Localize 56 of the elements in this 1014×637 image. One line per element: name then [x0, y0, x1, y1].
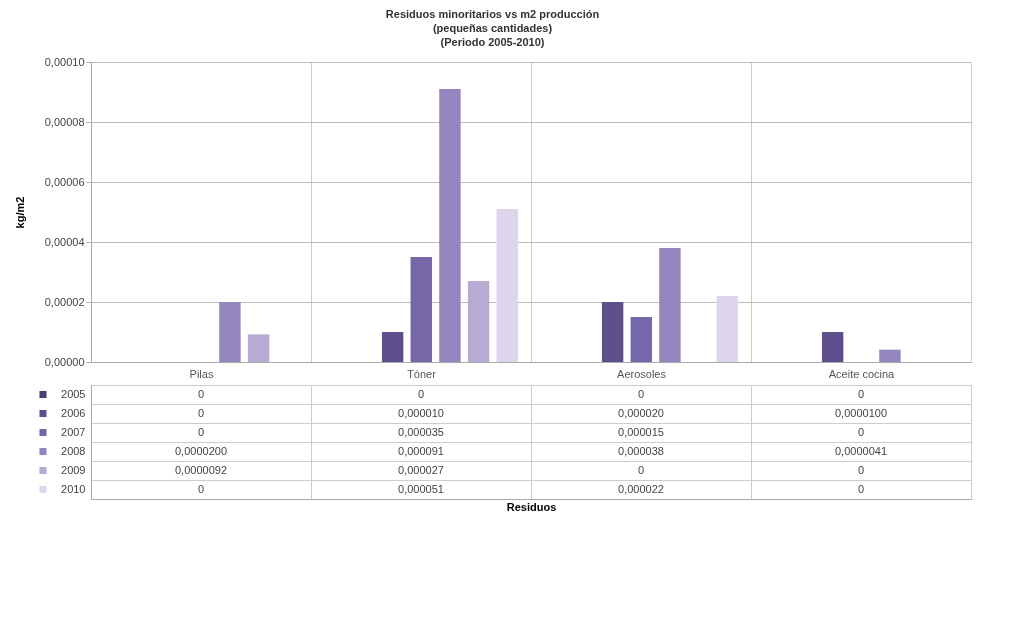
data-label: 0: [857, 482, 865, 495]
data-label: 0: [637, 387, 645, 400]
bar: [496, 209, 518, 362]
data-label: 0: [637, 463, 645, 476]
data-label: 0: [197, 406, 205, 419]
data-label: 0,0000041: [835, 444, 887, 457]
text: Residuos: [506, 500, 557, 513]
legend-label: 2008: [61, 445, 86, 457]
legend-label: 2006: [61, 407, 86, 419]
y-tick-label: 0,00004: [44, 235, 85, 248]
data-label: 0: [857, 387, 865, 400]
bar: [716, 296, 738, 362]
bar: [821, 332, 844, 362]
bar: [381, 332, 404, 362]
data-label: 0,000051: [398, 482, 444, 495]
data-label: 0,000027: [398, 463, 444, 476]
data-label: 0,0000100: [835, 406, 887, 419]
x-tick-label: Tóner: [407, 367, 437, 380]
bar: [630, 317, 652, 362]
data-label: 0,000022: [618, 482, 664, 495]
y-tick-label: 0,00006: [44, 175, 85, 188]
data-label: 0: [857, 425, 865, 438]
legend-label: 2007: [61, 426, 86, 438]
y-tick-label: 0,00008: [44, 115, 85, 128]
x-tick-label: Aceite cocina: [828, 367, 896, 380]
y-tick-label: 0,00002: [44, 295, 85, 308]
data-label: 0,0000092: [175, 463, 227, 476]
bar: [659, 248, 681, 362]
bar: [601, 302, 624, 362]
data-label: 0: [197, 425, 205, 438]
data-label: 0,000091: [398, 444, 444, 457]
data-label: 0: [197, 387, 205, 400]
data-label: 0,000035: [398, 425, 444, 438]
data-label: 0: [417, 387, 425, 400]
legend-label: 2009: [61, 464, 86, 476]
bar: [467, 281, 490, 362]
y-tick-label: 0,00010: [44, 55, 85, 68]
bar: [219, 302, 241, 362]
legend-label: 2005: [61, 388, 86, 400]
bar: [410, 257, 432, 362]
legend-label: 2010: [61, 483, 86, 495]
bar: [879, 349, 901, 362]
data-label: 0: [857, 463, 865, 476]
x-tick-label: Aerosoles: [617, 367, 667, 380]
bar: [439, 89, 461, 362]
data-label: 0: [197, 482, 205, 495]
data-label: 0,000038: [618, 444, 664, 457]
chart-title: Residuos minoritarios vs m2 producción (pequeñas cantidades) (Periodo 2005-2010): [385, 8, 600, 48]
x-tick-label: Pilas: [189, 367, 214, 380]
bar: [247, 334, 270, 362]
data-label: 0,0000200: [175, 444, 227, 457]
data-label: 0,000015: [618, 425, 664, 438]
data-label: 0,000010: [398, 406, 444, 419]
y-tick-label: 0,00000: [44, 355, 85, 368]
y-axis-title: kg/m2: [13, 196, 26, 229]
data-label: 0,000020: [618, 406, 664, 419]
